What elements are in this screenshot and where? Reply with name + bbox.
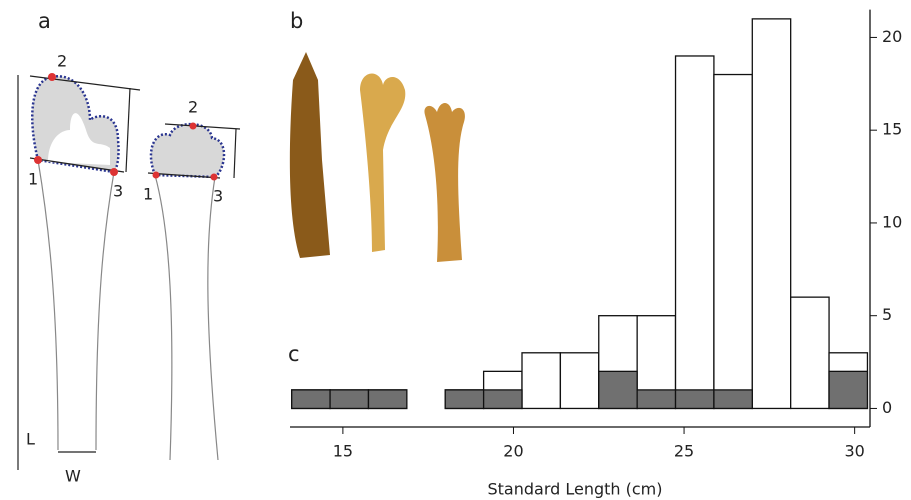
bar [521,352,562,410]
bar [367,389,408,410]
landmark-label: 3 [113,182,123,201]
panel-label: b [290,9,303,33]
bone-left-shaft [37,159,115,451]
bone-right-shaft [154,174,219,461]
bar [751,18,792,410]
bar [444,389,485,410]
landmark-label: 2 [57,52,67,71]
bar [674,389,715,410]
landmark-label: 1 [143,185,153,204]
landmark-label: 3 [213,187,223,206]
x-tick-label: 30 [844,442,864,461]
landmark-label: 2 [188,98,198,117]
bar [329,389,370,410]
width-label: W [65,467,81,486]
bar [713,389,753,410]
bar [636,389,677,410]
bar [291,389,331,410]
bar [674,55,715,410]
bone-photos [289,52,465,262]
panel-label: a [38,9,51,33]
y-tick-label: 5 [882,305,892,324]
bar [482,389,523,410]
x-tick-label: 15 [333,442,353,461]
y-tick-label: 15 [882,120,902,139]
x-tick-label: 20 [503,442,523,461]
landmark-label: 1 [28,170,38,189]
y-tick-label: 0 [882,398,892,417]
y-tick-label: 20 [882,27,902,46]
panel-label: c [288,342,300,366]
bar [790,296,830,410]
x-axis-label: Standard Length (cm) [487,480,662,499]
bar [559,352,600,410]
bar [828,370,869,410]
bar [713,73,753,410]
bar [598,370,638,410]
bone-drawings [17,73,241,470]
y-tick-label: 10 [882,212,902,231]
x-tick-label: 25 [674,442,694,461]
length-label: L [26,430,35,449]
